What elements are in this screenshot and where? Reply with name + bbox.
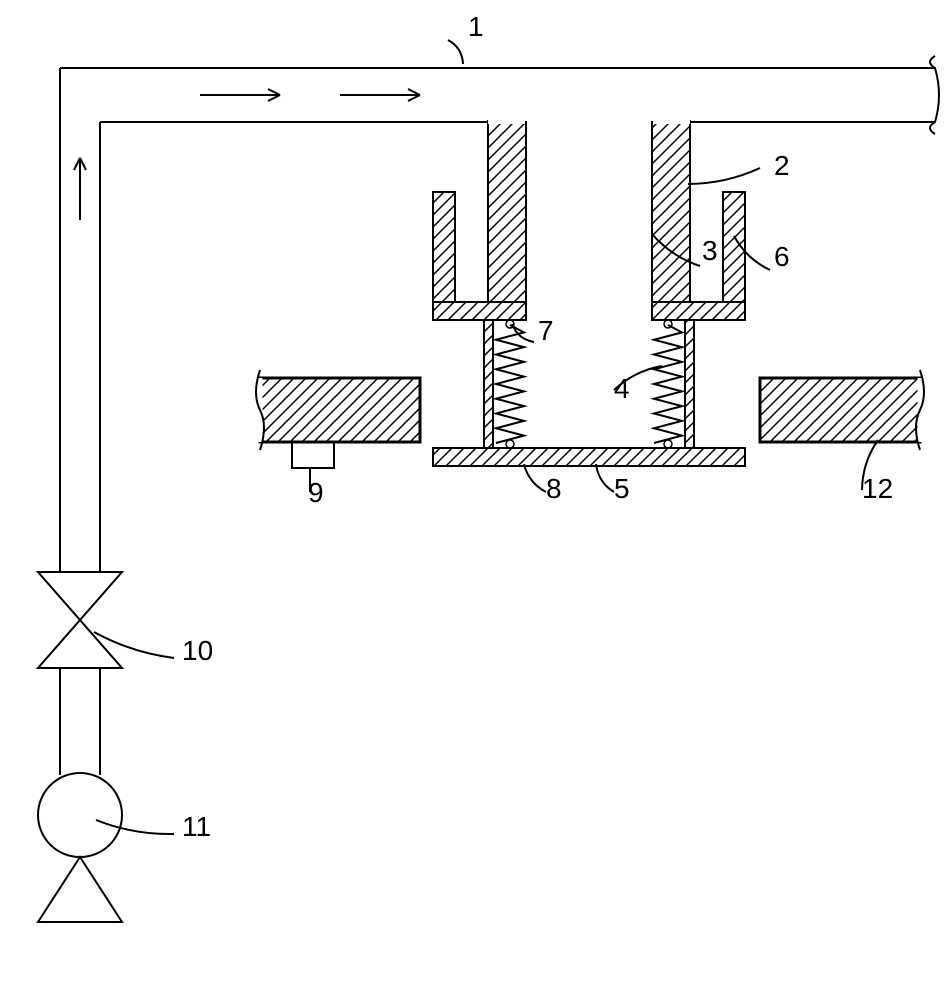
label-9: 9 [308, 477, 324, 508]
label-6: 6 [774, 241, 790, 272]
label-12: 12 [862, 473, 893, 504]
label-8: 8 [546, 473, 562, 504]
label-7: 7 [538, 315, 554, 346]
label-3: 3 [702, 235, 718, 266]
label-4: 4 [614, 373, 630, 404]
label-10: 10 [182, 635, 213, 666]
label-1: 1 [468, 11, 484, 42]
label-2: 2 [774, 150, 790, 181]
label-11: 11 [182, 811, 211, 842]
label-5: 5 [614, 473, 630, 504]
